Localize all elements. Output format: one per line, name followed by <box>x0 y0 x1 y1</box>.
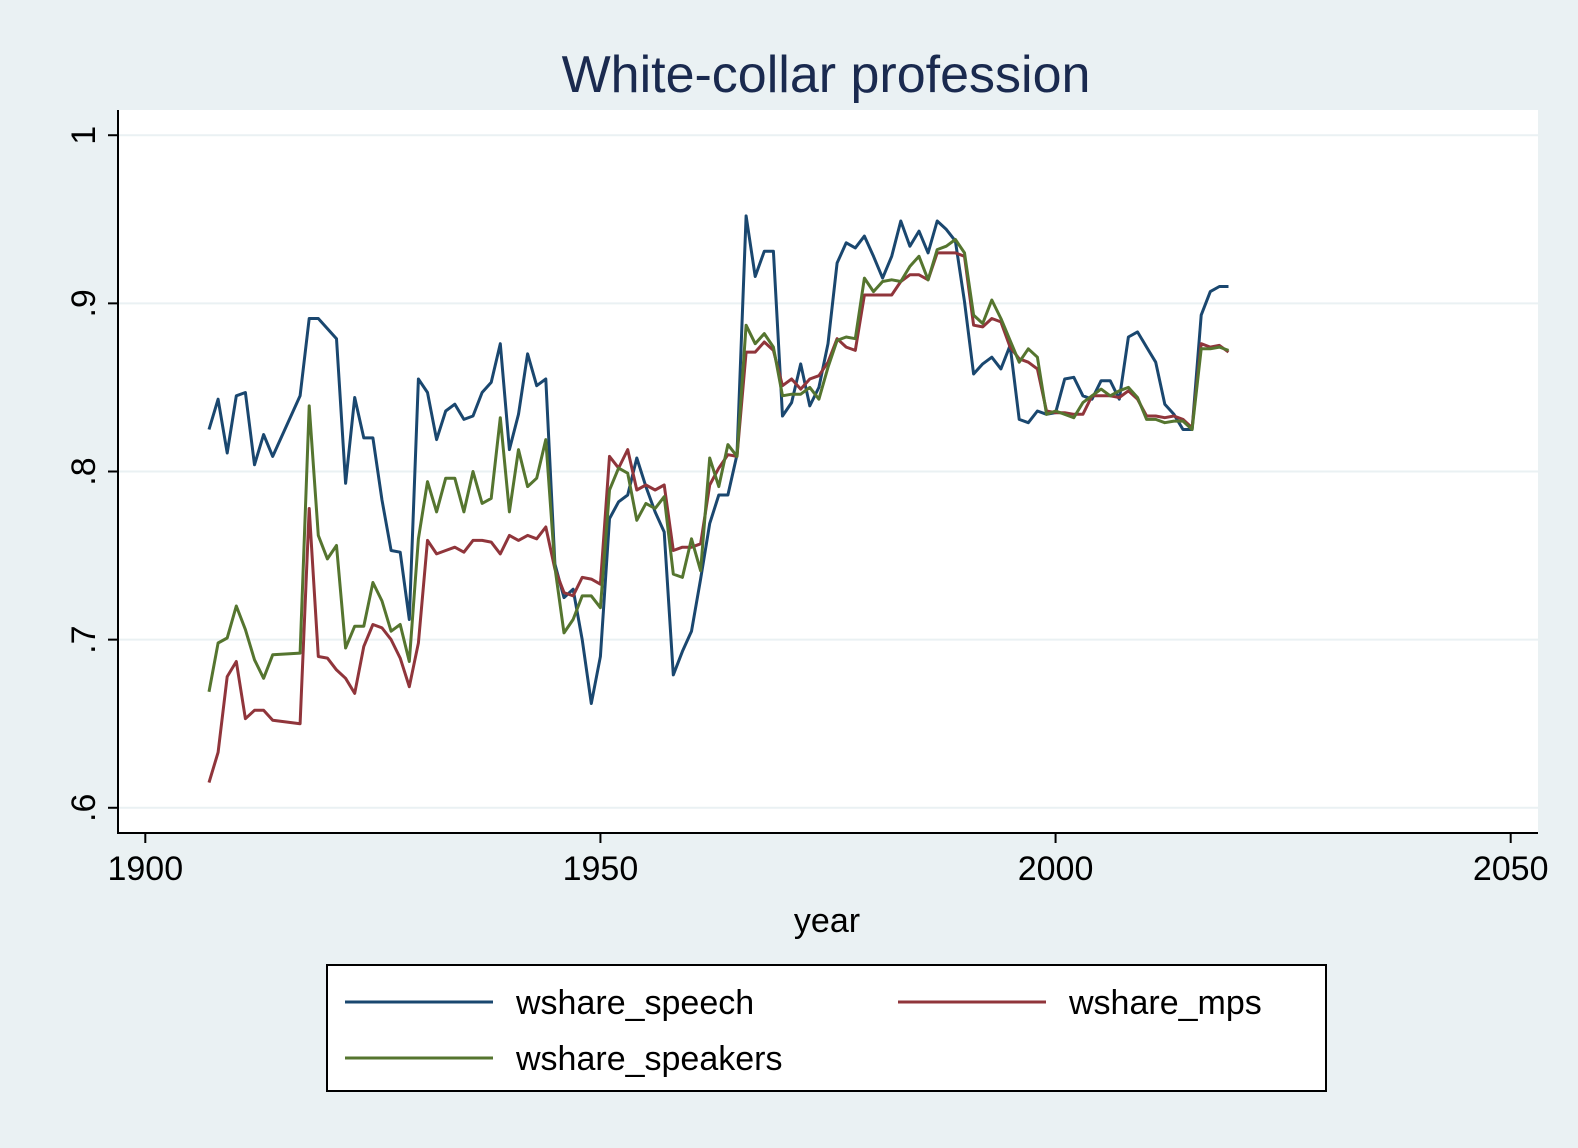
x-axis-ticks: 1900 1950 2000 2050 <box>107 833 1549 888</box>
legend-label-wshare-speech: wshare_speech <box>515 984 754 1022</box>
y-tick-label: .6 <box>65 794 103 822</box>
y-tick-label: .7 <box>65 625 103 653</box>
x-tick-label: 1950 <box>563 850 639 888</box>
x-axis-label: year <box>794 902 860 940</box>
y-tick-label: .9 <box>65 289 103 317</box>
series-lines <box>207 214 1230 784</box>
grid-lines <box>118 134 1538 809</box>
series-line-wshare-speech <box>207 214 1229 705</box>
legend-entries: wshare_speech wshare_mps wshare_speakers <box>345 984 1262 1078</box>
x-tick-label: 2000 <box>1018 850 1094 888</box>
y-axis-ticks: .6 .7 .8 .9 1 <box>65 126 118 822</box>
x-tick-label: 2050 <box>1473 850 1549 888</box>
legend-box <box>326 964 1327 1092</box>
y-tick-label: .8 <box>65 457 103 485</box>
chart-title: White-collar profession <box>562 46 1091 104</box>
legend-label-wshare-speakers: wshare_speakers <box>515 1040 782 1078</box>
legend: wshare_speech wshare_mps wshare_speakers <box>326 964 1327 1092</box>
series-line-wshare-speakers <box>207 238 1230 693</box>
y-tick-label: 1 <box>65 126 103 145</box>
x-tick-label: 1900 <box>107 850 183 888</box>
legend-label-wshare-mps: wshare_mps <box>1068 984 1262 1022</box>
